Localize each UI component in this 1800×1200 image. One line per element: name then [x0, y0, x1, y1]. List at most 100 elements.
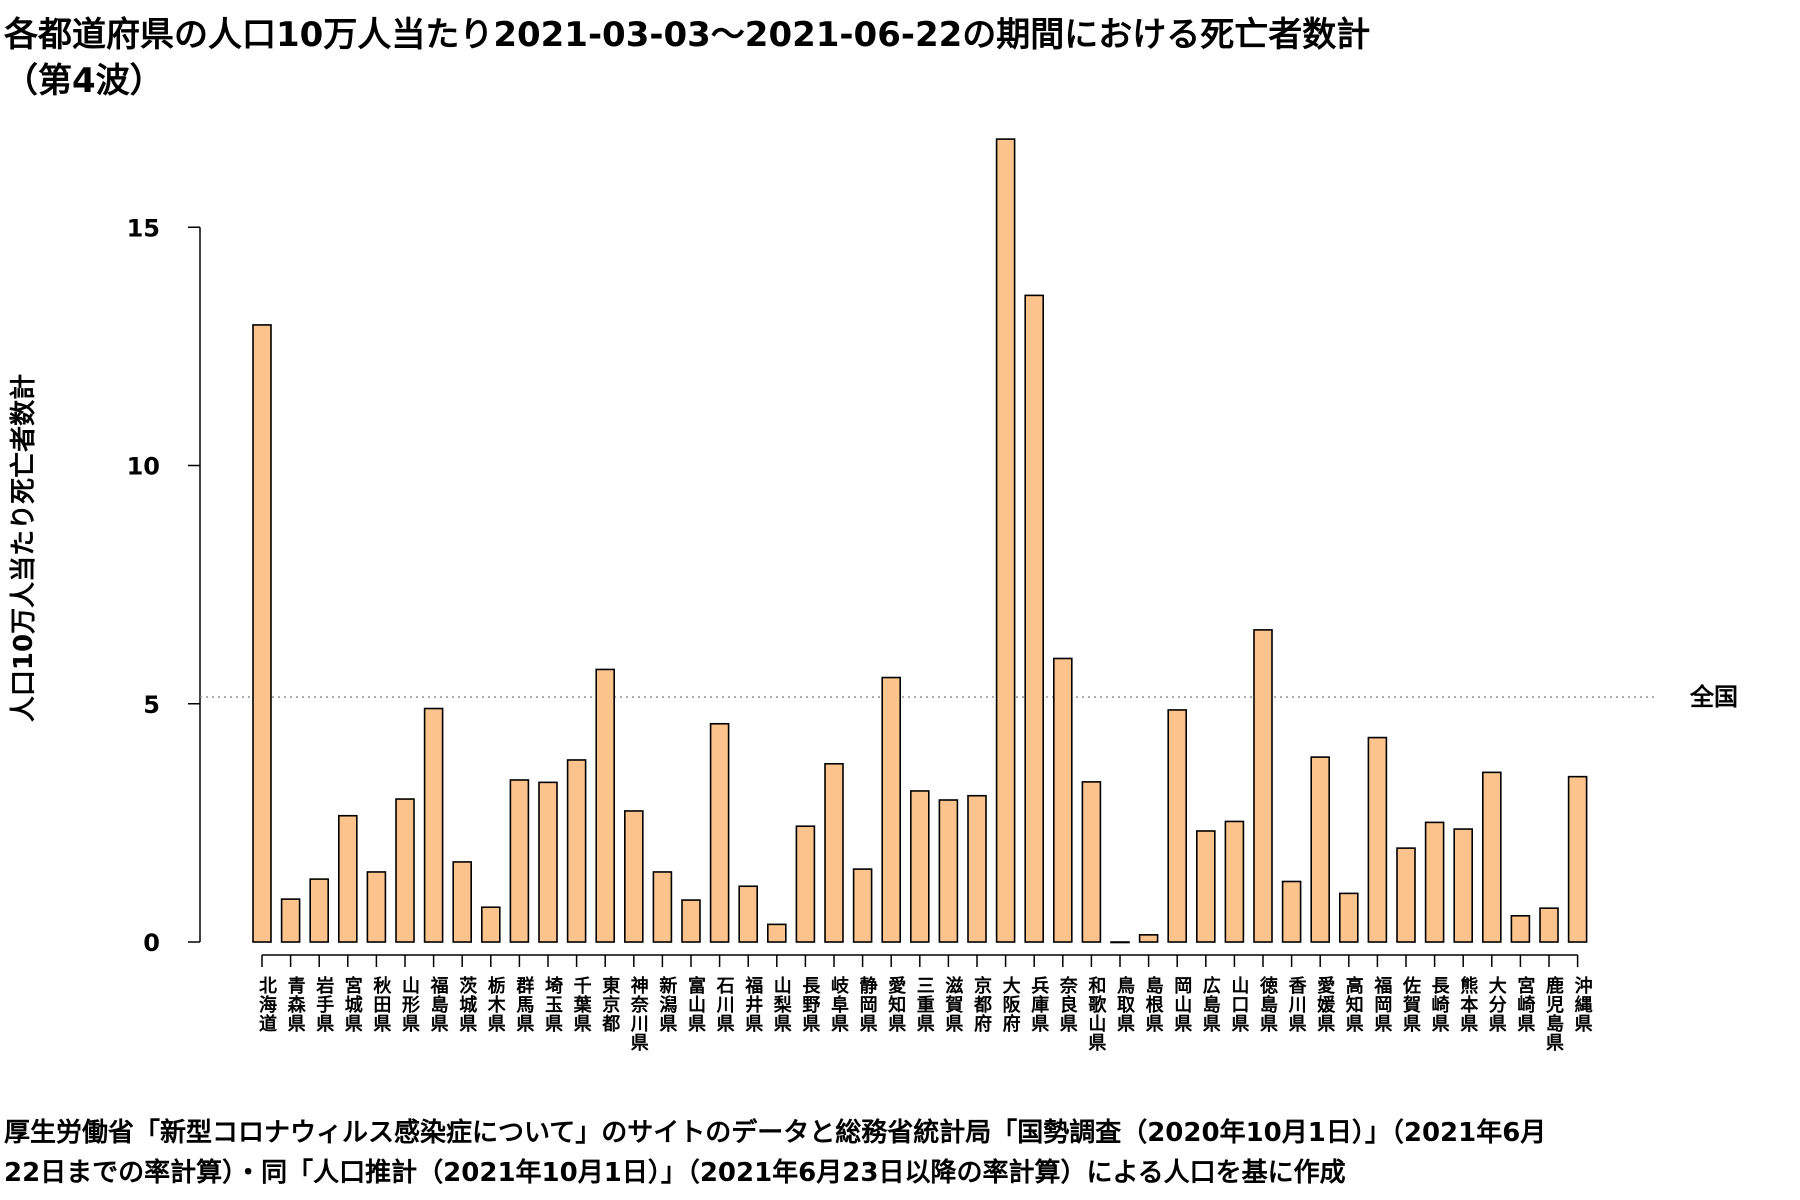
bar-滋賀県: [938, 799, 959, 943]
source-note-line-1: 厚生労働省「新型コロナウィルス感染症について」のサイトのデータと総務省統計局「国…: [4, 1117, 1546, 1148]
bar-埼玉県: [538, 781, 558, 943]
bar-青森県: [280, 898, 301, 943]
x-tick-label: 三重県: [917, 976, 935, 1035]
x-tick-label: 鳥取県: [1117, 975, 1136, 1035]
x-tick-label: 群馬県: [516, 975, 534, 1035]
x-tick-label: 栃木県: [487, 975, 507, 1035]
x-tick-label: 千葉県: [573, 976, 593, 1035]
bar-鳥取県: [1110, 941, 1130, 944]
chart-title: 各都道府県の人口10万人当たり2021-03-03～2021-06-22の期間に…: [4, 15, 1370, 55]
x-tick-label: 宮城県: [345, 975, 363, 1035]
bar-山口県: [1224, 820, 1245, 943]
bar-福井県: [738, 885, 759, 943]
bar-山形県: [395, 798, 415, 943]
source-note-line-2: 22日までの率計算）・同「人口推計（2021年10月1日）」（2021年6月23…: [4, 1157, 1346, 1188]
bar-沖縄県: [1567, 775, 1588, 943]
bar-秋田県: [366, 871, 387, 943]
bar-新潟県: [652, 871, 673, 943]
bar-栃木県: [480, 906, 501, 943]
x-tick-label: 秋田県: [373, 975, 392, 1035]
bar-大阪府: [995, 138, 1016, 943]
bar-富山県: [681, 899, 701, 943]
bar-高知県: [1339, 892, 1359, 943]
x-tick-label: 石川県: [716, 976, 735, 1035]
bar-岡山県: [1167, 709, 1187, 943]
x-tick-label: 長野県: [802, 976, 821, 1035]
x-tick-label: 滋賀県: [944, 975, 963, 1035]
x-tick-label: 岐阜県: [831, 975, 850, 1035]
x-tick-label: 静岡県: [860, 975, 878, 1035]
x-tick-label: 宮崎県: [1517, 975, 1535, 1035]
x-tick-label: 奈良県: [1059, 975, 1079, 1035]
x-tick-label: 島根県: [1146, 975, 1164, 1035]
y-tick-label: 10: [127, 453, 160, 481]
reference-line-group: 全国: [200, 683, 1738, 711]
x-tick-label: 京都府: [973, 975, 992, 1035]
bar-長野県: [795, 825, 816, 943]
bar-宮崎県: [1510, 914, 1531, 943]
bar-愛知県: [881, 676, 902, 943]
chart-subtitle: （第4波）: [4, 61, 164, 101]
x-tick-label: 福井県: [744, 975, 763, 1035]
bar-愛媛県: [1310, 756, 1330, 943]
x-tick-label: 北海道: [259, 976, 277, 1035]
bar-長崎県: [1424, 821, 1445, 943]
bar-島根県: [1138, 934, 1159, 943]
bar-大分県: [1482, 771, 1502, 943]
x-tick-label: 鹿児島県: [1545, 975, 1564, 1054]
bar-福岡県: [1367, 736, 1388, 943]
bar-岐阜県: [824, 762, 844, 943]
y-axis-label: 人口10万人当たり死亡者数計: [8, 374, 39, 722]
bar-香川県: [1281, 880, 1302, 943]
x-tick-label: 兵庫県: [1031, 976, 1049, 1035]
bar-山梨県: [766, 923, 787, 943]
bar-兵庫県: [1024, 294, 1044, 943]
bar-広島県: [1196, 830, 1216, 943]
bar-奈良県: [1053, 657, 1073, 943]
x-tick-label: 茨城県: [459, 975, 477, 1035]
x-tick-label: 佐賀県: [1402, 975, 1421, 1035]
x-tick-label: 徳島県: [1259, 975, 1278, 1035]
x-tick-label: 広島県: [1203, 975, 1221, 1035]
x-tick-label: 福岡県: [1373, 975, 1392, 1035]
bar-石川県: [709, 722, 730, 943]
x-tick-label: 新潟県: [659, 975, 677, 1035]
x-axis: 北海道青森県岩手県宮城県秋田県山形県福島県茨城県栃木県群馬県埼玉県千葉県東京都神…: [259, 954, 1593, 1054]
x-tick-label: 富山県: [688, 975, 706, 1035]
bar-熊本県: [1453, 828, 1473, 943]
bar-徳島県: [1253, 629, 1273, 943]
y-axis: 0 5 10 15: [127, 214, 201, 957]
y-tick-label: 15: [127, 214, 160, 242]
bar-京都府: [967, 794, 987, 943]
bar-群馬県: [509, 779, 530, 943]
reference-line-label: 全国: [1689, 683, 1738, 711]
bar-三重県: [909, 790, 930, 943]
bars: [252, 138, 1588, 944]
bar-千葉県: [566, 759, 587, 943]
bar-静岡県: [852, 868, 873, 943]
x-tick-label: 高知県: [1346, 975, 1364, 1035]
x-tick-label: 山形県: [402, 976, 420, 1035]
bar-福島県: [423, 707, 444, 943]
bar-宮城県: [337, 814, 358, 943]
bar-神奈川県: [623, 810, 644, 943]
bar-岩手県: [309, 878, 330, 943]
x-tick-label: 長崎県: [1432, 976, 1451, 1035]
x-tick-label: 神奈川県: [630, 975, 650, 1054]
y-tick-label: 0: [143, 929, 160, 957]
bar-北海道: [252, 324, 272, 943]
bar-東京都: [595, 668, 616, 943]
bar-佐賀県: [1396, 847, 1416, 943]
bar-鹿児島県: [1539, 907, 1559, 943]
bar-茨城県: [452, 861, 473, 943]
x-tick-label: 愛知県: [888, 975, 906, 1035]
x-tick-label: 埼玉県: [545, 975, 563, 1035]
bar-和歌山県: [1081, 781, 1102, 943]
x-tick-label: 東京都: [601, 975, 620, 1035]
x-tick-label: 大分県: [1489, 975, 1507, 1035]
y-tick-label: 5: [143, 691, 160, 719]
x-tick-label: 山梨県: [774, 976, 792, 1035]
x-tick-label: 山口県: [1231, 976, 1249, 1035]
